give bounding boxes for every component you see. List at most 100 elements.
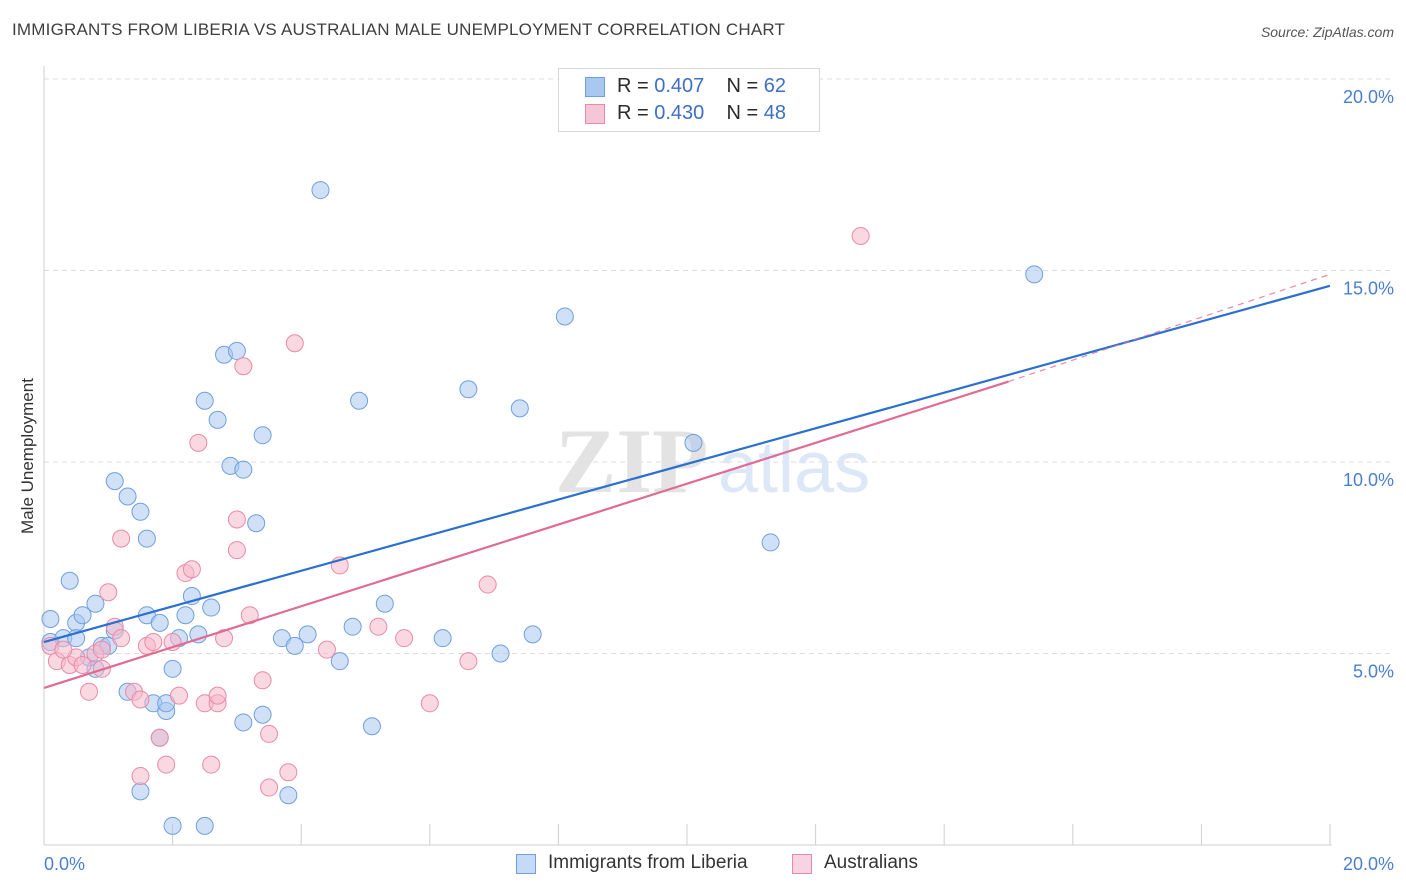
liberia-point [247, 514, 266, 533]
liberia-point [118, 487, 137, 506]
australians-point [279, 763, 298, 782]
chart-title: IMMIGRANTS FROM LIBERIA VS AUSTRALIAN MA… [12, 20, 786, 39]
n-value: 48 [763, 102, 787, 124]
australians-point [131, 690, 150, 709]
liberia-point [60, 571, 79, 590]
liberia-legend-swatch [516, 854, 536, 874]
trend-lines [43, 273, 1331, 690]
liberia-point [253, 426, 272, 445]
liberia-point [253, 705, 272, 724]
liberia-point [131, 502, 150, 521]
legend-label-australians: Australians [824, 852, 918, 873]
y-tick-label: 10.0% [1343, 470, 1394, 490]
liberia-point [684, 433, 703, 452]
liberia-swatch [585, 77, 605, 97]
australians-point [395, 629, 414, 648]
australians-point [189, 433, 208, 452]
liberia-point [195, 816, 214, 835]
liberia-point [375, 594, 394, 613]
n-label: N = [726, 75, 759, 97]
australians-point [260, 724, 279, 743]
australians-point [369, 617, 388, 636]
liberia-point [234, 713, 253, 732]
australians-trend-line [43, 380, 1009, 690]
x-tick-label-max: 20.0% [1343, 854, 1394, 874]
liberia-point [163, 816, 182, 835]
australians-point [112, 529, 131, 548]
australians-point [851, 227, 870, 246]
legend-label-liberia: Immigrants from Liberia [548, 852, 748, 873]
liberia-point [285, 636, 304, 655]
n-label: N = [726, 102, 759, 124]
australians-point [54, 640, 73, 659]
y-tick-label: 15.0% [1343, 279, 1394, 299]
australians-point [150, 728, 169, 747]
n-value: 62 [763, 75, 787, 97]
australians-point [80, 682, 99, 701]
r-label: R = [617, 102, 649, 124]
liberia-point [555, 307, 574, 326]
australians-point [131, 767, 150, 786]
r-value: 0.430 [654, 102, 705, 124]
australians-point [157, 755, 176, 774]
series-liberia-points [41, 181, 1044, 835]
liberia-point [195, 391, 214, 410]
liberia-point [761, 533, 780, 552]
y-tick-label: 20.0% [1343, 87, 1394, 107]
tick-labels: 20.0% 15.0% 10.0% 5.0% 0.0% 20.0% [44, 87, 1394, 874]
liberia-point [362, 717, 381, 736]
liberia-point [137, 529, 156, 548]
y-tick-label: 5.0% [1353, 662, 1394, 682]
watermark-zip: ZIP [555, 410, 708, 512]
liberia-point [350, 391, 369, 410]
australians-point [182, 560, 201, 579]
australians-legend-swatch [792, 854, 812, 874]
liberia-point [131, 782, 150, 801]
australians-point [112, 629, 131, 648]
liberia-point [202, 598, 221, 617]
chart-source: Source: ZipAtlas.com [1260, 24, 1394, 40]
axes [43, 66, 1332, 846]
australians-point [144, 633, 163, 652]
australians-swatch [585, 104, 605, 124]
liberia-point [510, 399, 529, 418]
liberia-point [330, 652, 349, 671]
r-value: 0.407 [654, 75, 705, 97]
liberia-point [208, 410, 227, 429]
liberia-point [105, 472, 124, 491]
liberia-point [176, 606, 195, 625]
liberia-point [41, 610, 60, 629]
x-tick-label-min: 0.0% [44, 854, 85, 874]
australians-point [227, 510, 246, 529]
australians-point [208, 686, 227, 705]
liberia-point [234, 460, 253, 479]
liberia-point [298, 625, 317, 644]
liberia-point [459, 380, 478, 399]
australians-point [478, 575, 497, 594]
liberia-point [163, 659, 182, 678]
liberia-point [491, 644, 510, 663]
liberia-point [227, 341, 246, 360]
r-label: R = [617, 75, 649, 97]
australians-point [99, 583, 118, 602]
liberia-point [150, 613, 169, 632]
australians-point [73, 655, 92, 674]
australians-point [253, 671, 272, 690]
liberia-point [343, 617, 362, 636]
series-legend: Immigrants from Liberia Australians [0, 852, 1406, 878]
australians-point [260, 778, 279, 797]
australians-point [317, 640, 336, 659]
stats-legend: R = 0.407 N = 62 R = 0.430 N = 48 [558, 68, 820, 132]
australians-trend-extension [1008, 273, 1331, 383]
australians-point [170, 686, 189, 705]
australians-point [234, 357, 253, 376]
australians-point [92, 640, 111, 659]
australians-point [459, 652, 478, 671]
liberia-point [311, 181, 330, 200]
liberia-point [86, 594, 105, 613]
australians-point [227, 541, 246, 560]
watermark: ZIP atlas [555, 410, 870, 512]
liberia-trend-line [43, 284, 1331, 644]
australians-point [202, 755, 221, 774]
